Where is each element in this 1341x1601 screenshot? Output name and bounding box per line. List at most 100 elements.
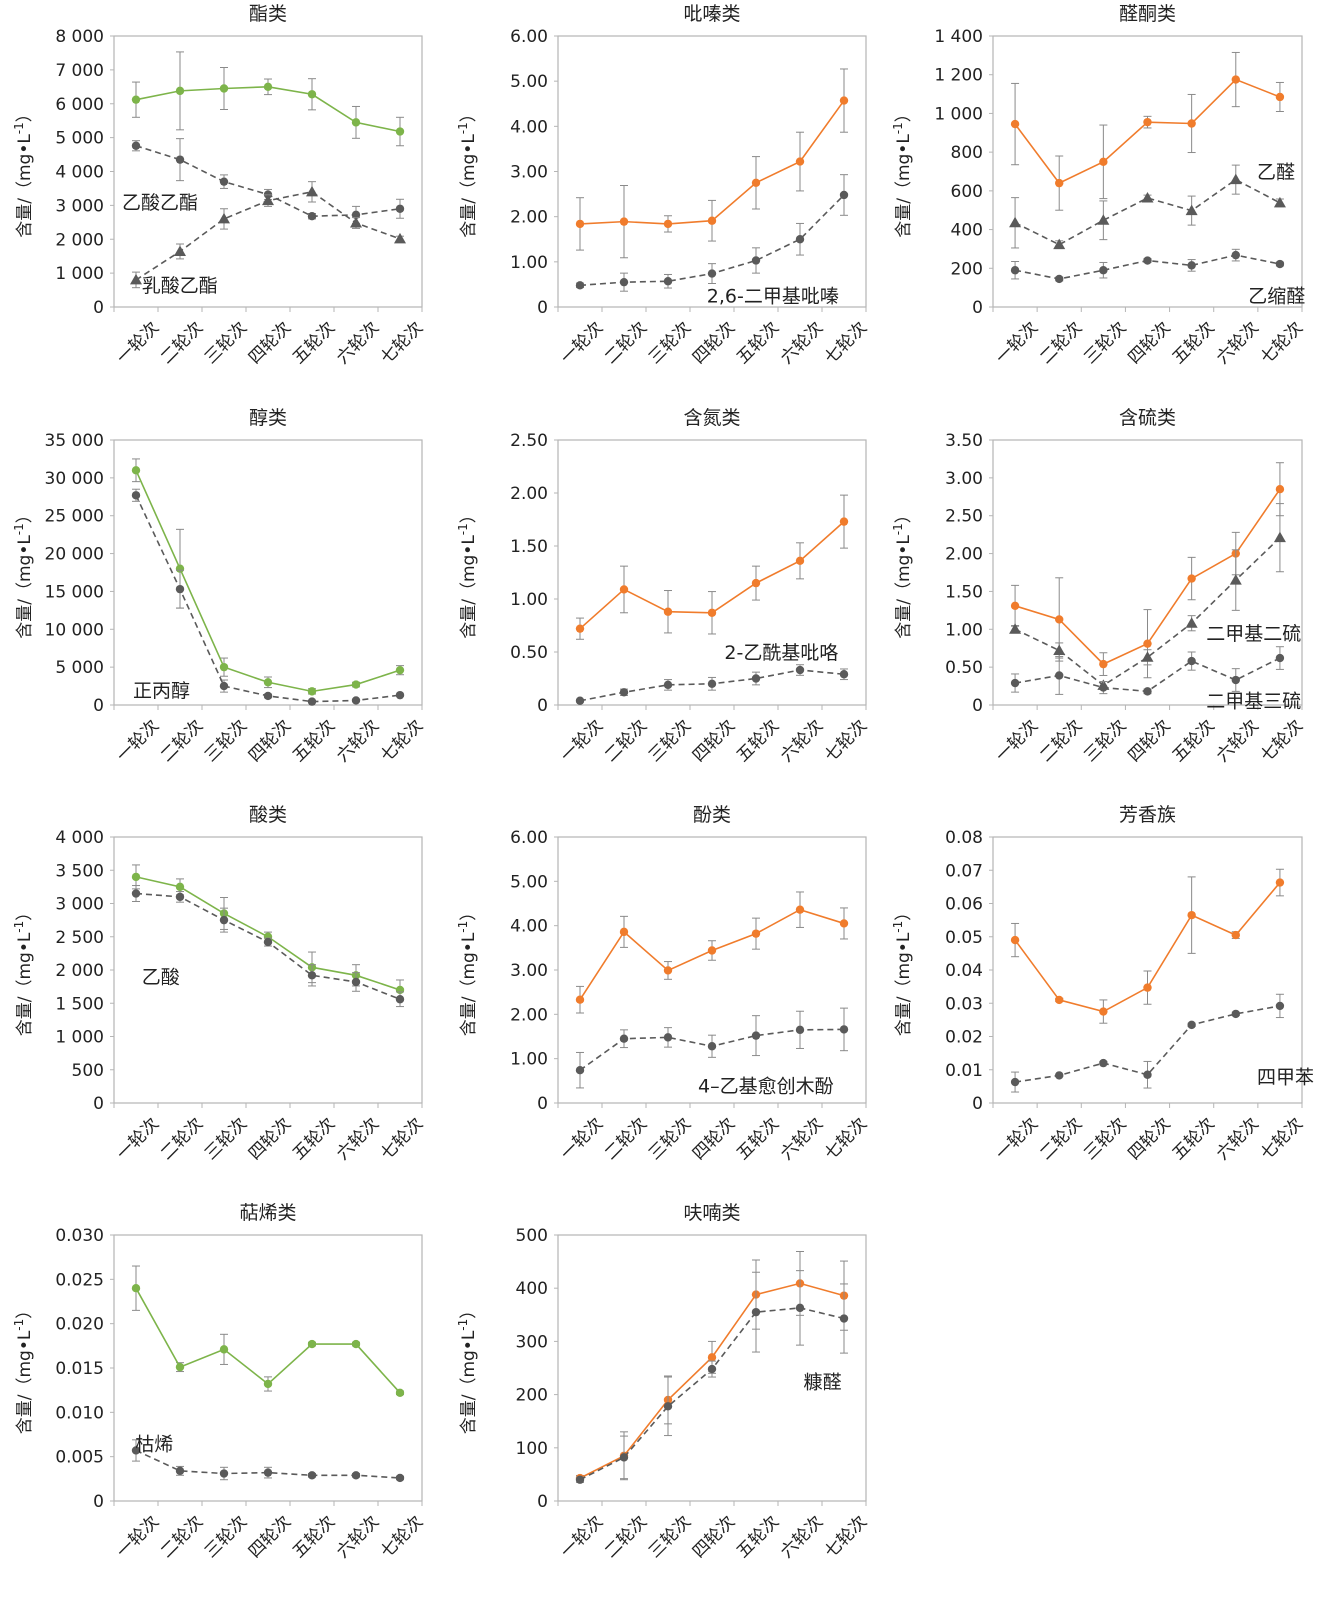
y-axis-label-exponent: -1 [891, 523, 905, 535]
y-tick-label: 0 [93, 1492, 104, 1512]
y-tick-label: 2 000 [55, 961, 104, 981]
data-point [839, 517, 849, 526]
y-tick-label: 0.025 [55, 1270, 104, 1290]
y-axis-label-main: 含量/（mg•L [459, 932, 479, 1036]
data-point [1010, 935, 1020, 945]
series-annotation: 糠醛 [804, 1370, 842, 1393]
y-tick-label: 0 [93, 1094, 104, 1114]
y-tick-label: 35 000 [45, 431, 104, 451]
data-point [395, 1388, 405, 1398]
data-point [1010, 266, 1020, 275]
chart-panel: 含氮类 0 0.50 1.00 1.50 2.00 2.50 含量/（mg•L-1） 一轮次二轮… [456, 407, 871, 766]
category-label: 一轮次 [113, 716, 163, 766]
series-annotation: 二甲基三硫 [1206, 690, 1301, 712]
category-label: 四轮次 [245, 318, 295, 368]
data-point [663, 1402, 673, 1411]
data-point [1010, 678, 1020, 688]
data-point [131, 95, 141, 104]
chart-title: 含氮类 [683, 407, 740, 429]
data-point [1231, 675, 1240, 685]
data-point [707, 1042, 717, 1051]
data-point [175, 155, 185, 164]
series-annotation: 乙酸 [142, 967, 180, 989]
y-axis-label-main: 含量/（mg•L [15, 535, 35, 639]
data-point [1055, 1071, 1064, 1080]
y-axis-label: 含量/（mg•L-1） [12, 506, 35, 639]
y-tick-label: 6.00 [510, 828, 548, 848]
data-point [1231, 75, 1240, 84]
data-point [663, 966, 673, 975]
y-axis-label-close: ） [459, 506, 479, 523]
data-point [175, 1362, 185, 1372]
y-tick-label: 1 000 [55, 1028, 104, 1048]
chart-panel: 呋喃类 0 100 200 300 400 500 含量/（mg•L-1） 一轮次二轮次三轮次四… [456, 1202, 871, 1562]
data-point [219, 681, 229, 691]
y-axis-label: 含量/（mg•L-1） [12, 1302, 35, 1435]
data-point [1231, 1009, 1240, 1019]
chart-title: 酯类 [249, 3, 287, 25]
data-point [263, 82, 273, 92]
category-label: 五轮次 [733, 318, 783, 368]
data-point [307, 90, 317, 99]
plot-frame [557, 1234, 867, 1502]
data-point [351, 680, 361, 689]
data-point [1141, 651, 1154, 662]
data-point [663, 219, 673, 229]
data-point [174, 245, 186, 256]
category-label: 七轮次 [821, 1114, 871, 1164]
y-tick-label: 6 000 [55, 95, 104, 115]
data-point [663, 1033, 673, 1042]
y-tick-label: 1 200 [934, 66, 983, 86]
data-point [1143, 687, 1152, 696]
category-label: 二轮次 [1036, 1114, 1086, 1164]
y-tick-label: 0 [972, 696, 983, 716]
chart-panel: 醛酮类 0 200 400 600 800 1 000 1 200 1 400 含量/（mg•L-… [891, 3, 1307, 368]
category-label: 七轮次 [377, 318, 427, 368]
data-point [1143, 983, 1152, 992]
y-axis-label: 含量/（mg•L-1） [456, 506, 479, 639]
data-point [795, 1025, 805, 1035]
data-point [795, 1303, 805, 1313]
y-tick-label: 3.00 [945, 469, 983, 489]
data-point [1009, 216, 1022, 228]
category-label: 三轮次 [645, 1114, 695, 1164]
data-point [175, 1466, 185, 1476]
data-point [1231, 250, 1240, 260]
data-point [707, 946, 717, 955]
y-axis-label: 含量/（mg•L-1） [456, 105, 479, 238]
y-tick-label: 1.00 [510, 1050, 548, 1070]
y-axis-label: 含量/（mg•L-1） [891, 904, 914, 1037]
plot-frame [113, 439, 423, 706]
category-label: 二轮次 [157, 716, 207, 766]
plot-frame [557, 439, 867, 706]
category-label: 二轮次 [601, 318, 651, 368]
category-label: 四轮次 [689, 1114, 739, 1164]
y-axis-label-close: ） [894, 506, 914, 523]
y-tick-label: 500 [516, 1226, 548, 1246]
series-line [579, 1307, 845, 1481]
data-point [795, 665, 805, 675]
y-tick-label: 5.00 [510, 72, 548, 92]
y-tick-label: 2.50 [510, 431, 548, 451]
data-point [1187, 574, 1196, 583]
y-tick-label: 3 500 [55, 861, 104, 881]
data-point [1187, 910, 1196, 920]
y-tick-label: 0 [93, 298, 104, 318]
data-point [575, 995, 585, 1004]
y-tick-label: 10 000 [45, 620, 104, 640]
data-point [1053, 238, 1066, 250]
data-point [575, 696, 585, 705]
y-axis-label-close: ） [459, 105, 479, 122]
data-point [175, 564, 185, 573]
y-tick-label: 0.005 [55, 1448, 104, 1468]
data-point [751, 178, 761, 187]
data-point [575, 219, 585, 229]
data-point [1275, 92, 1285, 102]
y-tick-label: 200 [516, 1386, 548, 1406]
category-label: 四轮次 [689, 318, 739, 368]
category-label: 一轮次 [992, 716, 1042, 766]
y-tick-label: 2.00 [510, 484, 548, 504]
data-point [663, 277, 673, 286]
series-line [1014, 78, 1281, 185]
category-label: 七轮次 [821, 1512, 871, 1562]
